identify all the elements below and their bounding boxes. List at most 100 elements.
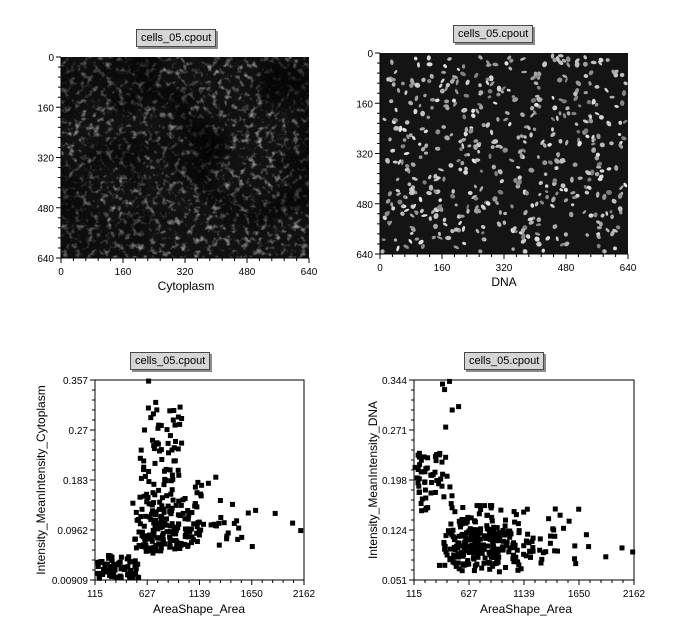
nucleus (382, 215, 387, 221)
scatter-point (158, 545, 164, 551)
scatter-point (511, 559, 517, 565)
nucleus (594, 171, 600, 177)
scatter-point (171, 408, 177, 413)
scatter-point (473, 529, 479, 535)
nucleus (496, 221, 502, 227)
dna-scatter-panel: 115 627 1139 1650 2162 0.0510.1240.1980.2710… (366, 376, 646, 616)
scatter-point (552, 506, 558, 512)
nucleus (465, 79, 470, 86)
scatter-point (138, 447, 144, 453)
scatter-point (158, 521, 164, 527)
nucleus (474, 205, 479, 211)
nucleus (400, 211, 405, 216)
scatter-point (132, 536, 138, 542)
x-tick-label: 2162 (623, 589, 646, 600)
nucleus (594, 112, 600, 116)
scatter-point (182, 534, 188, 540)
nucleus (433, 177, 440, 182)
scatter-point (437, 562, 442, 568)
nucleus (478, 249, 483, 254)
nucleus (511, 226, 517, 232)
nucleus (400, 159, 404, 166)
scatter-point (150, 508, 155, 514)
scatter-point (216, 542, 222, 548)
scatter-point (138, 514, 144, 520)
scatter-point (530, 548, 536, 554)
scatter-point (112, 567, 118, 572)
nucleus (411, 135, 416, 141)
nucleus (461, 64, 466, 69)
nucleus (541, 248, 546, 253)
scatter-point (158, 525, 164, 531)
scatter-point (449, 493, 455, 499)
scatter-point (518, 566, 524, 572)
nucleus (452, 98, 456, 103)
nucleus (481, 225, 486, 229)
scatter-point (503, 565, 508, 570)
nucleus (570, 191, 576, 195)
scatter-point (438, 476, 444, 482)
scatter-point (170, 417, 176, 423)
nucleus (405, 164, 410, 169)
nucleus (423, 93, 427, 98)
nucleus (497, 189, 504, 195)
scatter-point (130, 575, 136, 581)
nucleus (498, 210, 502, 215)
nucleus (516, 166, 521, 169)
nucleus (521, 70, 528, 74)
scatter-point (527, 549, 533, 555)
scatter-point (185, 534, 191, 540)
scatter-point (416, 490, 422, 495)
nucleus (588, 70, 594, 76)
scatter-point (169, 487, 175, 493)
scatter-point (192, 484, 198, 490)
nucleus (423, 129, 428, 134)
nucleus (561, 99, 567, 104)
nucleus (508, 122, 512, 127)
nucleus (460, 71, 466, 77)
nucleus (398, 125, 403, 133)
nucleus (436, 236, 443, 240)
x-tick-label: 320 (177, 267, 194, 278)
scatter-point (151, 446, 157, 452)
nucleus (473, 208, 479, 214)
nucleus (488, 153, 492, 159)
scatter-point (217, 498, 223, 503)
nucleus (513, 178, 518, 183)
nucleus (404, 90, 408, 95)
nucleus (577, 104, 582, 108)
nucleus (453, 101, 457, 107)
nucleus (538, 192, 542, 197)
nucleus (460, 161, 465, 166)
nucleus (605, 211, 609, 216)
scatter-point (161, 506, 167, 512)
scatter-point (173, 439, 178, 444)
nucleus (508, 158, 515, 163)
nucleus (442, 217, 447, 222)
scatter-point (468, 515, 474, 521)
nucleus (396, 245, 400, 252)
scatter-point (483, 535, 489, 541)
x-tick-label: 627 (461, 589, 478, 600)
nucleus (582, 210, 587, 214)
scatter-point (462, 548, 468, 553)
scatter-point (416, 454, 422, 460)
nucleus (443, 64, 447, 69)
scatter-point (490, 542, 496, 548)
y-tick-label: 0.344 (382, 376, 407, 387)
nucleus (598, 57, 604, 63)
nucleus (565, 106, 570, 111)
nucleus (478, 55, 483, 60)
scatter-point (432, 469, 438, 475)
nucleus (428, 216, 432, 221)
scatter-point (132, 561, 138, 567)
y-tick-label: 0.198 (382, 476, 407, 487)
scatter-point (443, 454, 449, 460)
nucleus (615, 225, 621, 230)
scatter-point (515, 521, 521, 527)
scatter-point (149, 538, 155, 544)
nucleus (426, 55, 431, 61)
scatter-point (458, 524, 463, 530)
scatter2-points (412, 378, 636, 575)
scatter-point (191, 521, 197, 527)
